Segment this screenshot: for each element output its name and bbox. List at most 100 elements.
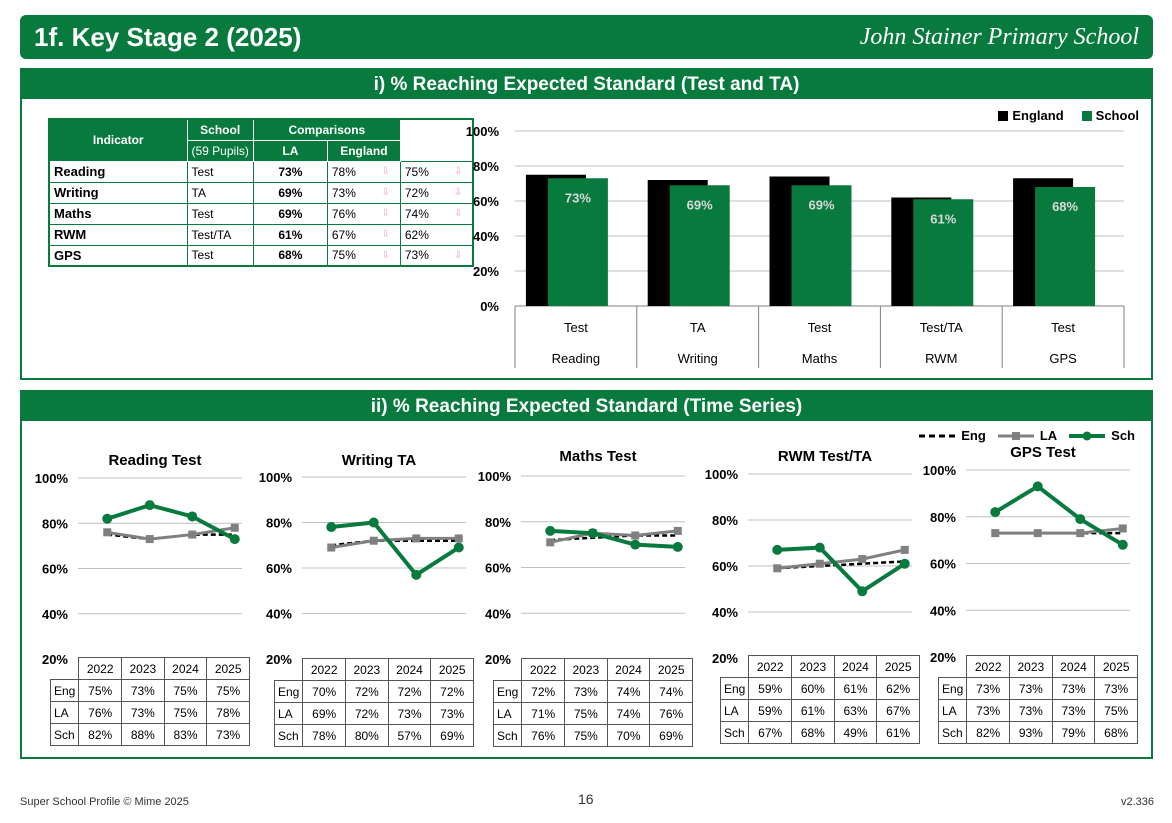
table-cell: 76% [78, 701, 123, 724]
series-sch-line [550, 528, 678, 549]
footer-version: v2.336 [1120, 796, 1154, 808]
y-tick-label: 60% [485, 561, 511, 576]
row-label: Eng [273, 680, 304, 703]
data-label: 68% [1052, 199, 1078, 214]
series-sch-line [331, 520, 460, 578]
table-cell: 68% [791, 721, 835, 744]
line-chart: 20% 40% 60% 80% 100% [705, 467, 912, 666]
indicator-type: Test [186, 244, 254, 267]
indicator-name: Writing [48, 181, 188, 204]
th-pupils: (59 Pupils) [186, 139, 254, 162]
indicator-row: Maths Test 69% 76% ⇩ 74% ⇩ [48, 202, 474, 225]
down-arrow-icon: ⇩ [453, 165, 463, 177]
year-header: 2023 [564, 658, 608, 681]
school-value: 73% [252, 160, 328, 183]
data-table: 2022 2023 2024 2025 Eng 73% 73% 73% 73% LA 73% 73% 7… [937, 655, 1138, 744]
series-sch-line [994, 483, 1124, 547]
line-chart: 20% 40% 60% 80% 100% [259, 470, 466, 667]
sch-point [368, 517, 379, 528]
table-cell: 72% [387, 680, 432, 703]
sch-point [899, 558, 910, 569]
year-header: 2022 [521, 658, 566, 681]
la-point [773, 564, 782, 573]
th-indicator: Indicator [48, 118, 188, 162]
table-header-row: 2022 2023 2024 2025 [51, 657, 250, 680]
section-expected-standard: i) % Reaching Expected Standard (Test an… [20, 68, 1153, 380]
la-point [327, 543, 336, 552]
down-arrow-icon: ⇩ [453, 186, 463, 198]
year-header: 2023 [121, 657, 165, 680]
la-point [454, 534, 463, 543]
table-cell: 67% [748, 721, 793, 744]
table-cell: 72% [521, 680, 566, 703]
table-cell: 73% [1094, 677, 1138, 700]
down-arrow-icon: ⇩ [381, 207, 390, 219]
england-value: 74% ⇩ [399, 202, 474, 225]
category-label: TA [690, 320, 706, 335]
y-tick-label: 20% [712, 651, 738, 666]
la-value: 75% ⇩ [326, 244, 401, 267]
category-group-label: Writing [678, 351, 718, 366]
indicator-type: Test/TA [186, 223, 254, 246]
row-label: Sch [719, 721, 750, 744]
table-cell: 49% [833, 721, 878, 744]
table-cell: 73% [1009, 699, 1053, 722]
series-la-line [777, 548, 906, 570]
series-eng-line [777, 560, 905, 570]
y-tick-label: 20% [473, 264, 499, 279]
table-row: Sch 67% 68% 49% 61% [719, 721, 920, 744]
category-group-label: RWM [925, 351, 957, 366]
chart-title: GPS Test [1010, 444, 1076, 461]
table-cell: 82% [966, 721, 1011, 744]
table-cell: 73% [387, 702, 432, 725]
la-point [230, 523, 239, 532]
table-cell: 78% [206, 701, 250, 724]
title-bar: 1f. Key Stage 2 (2025) John Stainer Prim… [20, 15, 1153, 59]
school-value: 68% [252, 244, 328, 267]
sch-point [1032, 481, 1043, 492]
table-cell: 68% [1094, 721, 1138, 744]
y-tick-label: 20% [42, 652, 68, 667]
sch-point [326, 522, 337, 533]
data-label: 73% [565, 190, 591, 205]
la-point [1076, 529, 1085, 538]
table-cell: 60% [791, 677, 835, 700]
category-label: Test [564, 320, 588, 335]
y-tick-label: 40% [712, 605, 738, 620]
table-cell: 73% [206, 723, 250, 746]
sch-point [814, 542, 825, 553]
year-header: 2025 [430, 658, 474, 681]
data-table: 2022 2023 2024 2025 Eng 70% 72% 72% 72% LA 69% 72% 7… [273, 658, 474, 747]
table-cell: 75% [206, 679, 250, 702]
sch-point [857, 586, 868, 597]
row-label: Sch [273, 724, 304, 747]
table-cell: 73% [1051, 699, 1096, 722]
category-label: Test [808, 320, 832, 335]
data-table: 2022 2023 2024 2025 Eng 59% 60% 61% 62% LA 59% 61% 6… [719, 655, 920, 744]
table-row: Eng 72% 73% 74% 74% [492, 680, 693, 703]
table-cell: 73% [1051, 677, 1096, 700]
series-la-line [549, 529, 678, 544]
table-row: Sch 82% 88% 83% 73% [49, 723, 250, 746]
table-cell: 73% [430, 702, 474, 725]
la-value: 78% ⇩ [326, 160, 401, 183]
table-cell: 59% [748, 677, 793, 700]
legend-school: School [1081, 108, 1139, 123]
table-cell: 75% [564, 702, 608, 725]
la-point [900, 545, 909, 554]
page-title: 1f. Key Stage 2 (2025) [34, 22, 302, 52]
sch-point [411, 569, 422, 580]
table-cell: 69% [430, 724, 474, 747]
table-cell: 73% [966, 677, 1011, 700]
year-header: 2025 [649, 658, 693, 681]
year-header: 2023 [345, 658, 389, 681]
sch-point [990, 507, 1001, 518]
indicator-table: Indicator School Comparisons (59 Pupils)… [48, 118, 475, 267]
table-cell: 78% [302, 724, 347, 747]
y-tick-label: 60% [712, 559, 738, 574]
la-point [991, 529, 1000, 538]
indicator-name: Reading [48, 160, 188, 183]
table-cell: 73% [966, 699, 1011, 722]
series-la-line [107, 526, 235, 541]
table-cell: 71% [521, 702, 566, 725]
